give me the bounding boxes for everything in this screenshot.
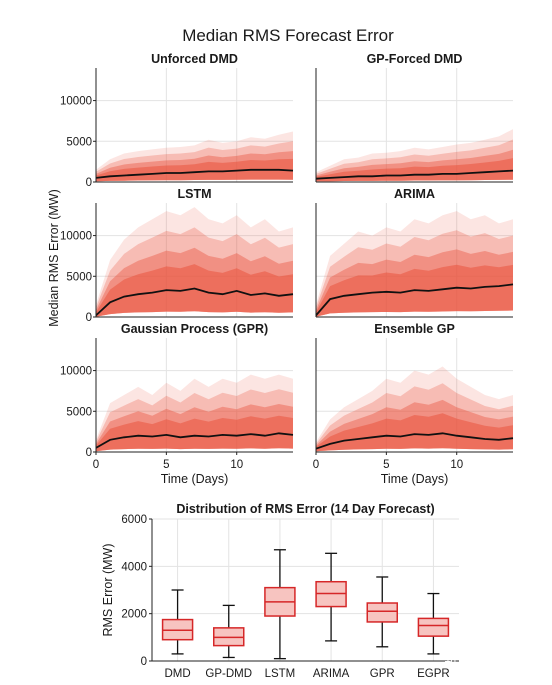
box-iqr [417,617,450,637]
y-tick-label: 0 [86,177,92,189]
panel-title: Gaussian Process (GPR) [121,322,268,336]
y-tick-label: 10000 [60,366,92,378]
x-tick-label: DMD [164,668,190,680]
median-line [95,168,294,179]
x-tick-label: 5 [383,459,389,471]
panel-title: Unforced DMD [151,52,238,66]
x-tick-label: GP-DMD [205,668,252,680]
x-tick-label: 0 [93,459,99,471]
panel-title: LSTM [177,187,211,201]
boxplot-chart: Distribution of RMS Error (14 Day Foreca… [101,502,459,680]
x-tick-label: ARIMA [313,668,350,680]
x-tick-label: LSTM [265,668,296,680]
y-tick-label: 5000 [66,406,92,418]
y-tick-label: 10000 [60,96,92,108]
watermark: 知乎 @青阳子007 [444,655,540,669]
y-tick-label: 0 [86,447,92,459]
shared-y-axis-label: Median RMS Error (MW) [47,189,61,327]
box-egpr [417,592,450,655]
x-tick-label: 10 [450,459,463,471]
box-iqr [366,602,398,623]
box-lstm [264,549,296,660]
median-line [315,169,514,180]
y-tick-label: 6000 [121,514,147,526]
envelope-band [316,413,513,452]
panel-title: GP-Forced DMD [367,52,463,66]
y-tick-label: 5000 [66,136,92,148]
box-arima [315,552,347,642]
y-tick-label: 2000 [121,609,147,621]
y-tick-label: 0 [141,656,147,668]
x-axis-label: Time (Days) [161,472,229,486]
x-tick-label: 10 [230,459,243,471]
box-gp-dmd [213,604,245,659]
median-line [95,432,294,449]
boxplot-title: Distribution of RMS Error (14 Day Foreca… [176,502,434,516]
envelope-band [96,158,293,182]
boxplot-y-axis-label: RMS Error (MW) [101,543,115,636]
median-line [315,432,514,450]
y-tick-label: 10000 [60,231,92,243]
panel-3: ARIMA [315,187,514,318]
x-axis-label: Time (Days) [381,472,449,486]
y-tick-label: 0 [86,312,92,324]
x-tick-label: 0 [313,459,319,471]
median-line [315,283,514,316]
panel-2: LSTM 0 5000 10000 [60,187,294,324]
envelope-band [96,264,293,317]
box-gpr [366,576,398,648]
panel-1: GP-Forced DMD [315,52,514,183]
envelope-band [96,415,293,452]
x-tick-label: EGPR [417,668,450,680]
y-tick-label: 5000 [66,271,92,283]
median-line [95,287,294,317]
panel-4: Gaussian Process (GPR) 0 5000 10000 0 5 10Time… [60,322,294,486]
x-tick-label: GPR [370,668,395,680]
box-dmd [161,589,194,655]
panel-title: ARIMA [394,187,435,201]
x-tick-label: 5 [163,459,169,471]
panel-title: Ensemble GP [374,322,455,336]
y-tick-label: 4000 [121,561,147,573]
main-title: Median RMS Forecast Error [182,26,394,45]
panel-0: Unforced DMD 0 5000 10000 [60,52,294,189]
